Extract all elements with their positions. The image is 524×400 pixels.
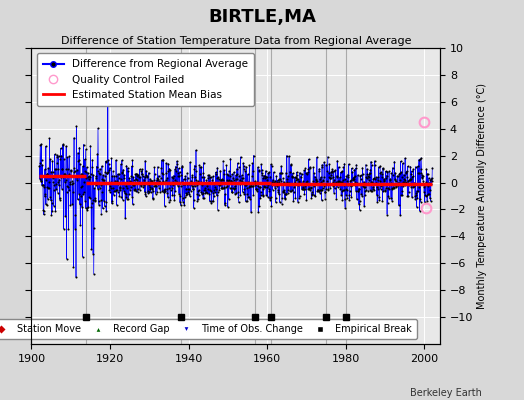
Title: Difference of Station Temperature Data from Regional Average: Difference of Station Temperature Data f… xyxy=(61,36,411,46)
Text: BIRTLE,MA: BIRTLE,MA xyxy=(208,8,316,26)
Legend: Station Move, Record Gap, Time of Obs. Change, Empirical Break: Station Move, Record Gap, Time of Obs. C… xyxy=(0,320,417,339)
Text: Berkeley Earth: Berkeley Earth xyxy=(410,388,482,398)
Y-axis label: Monthly Temperature Anomaly Difference (°C): Monthly Temperature Anomaly Difference (… xyxy=(477,83,487,309)
